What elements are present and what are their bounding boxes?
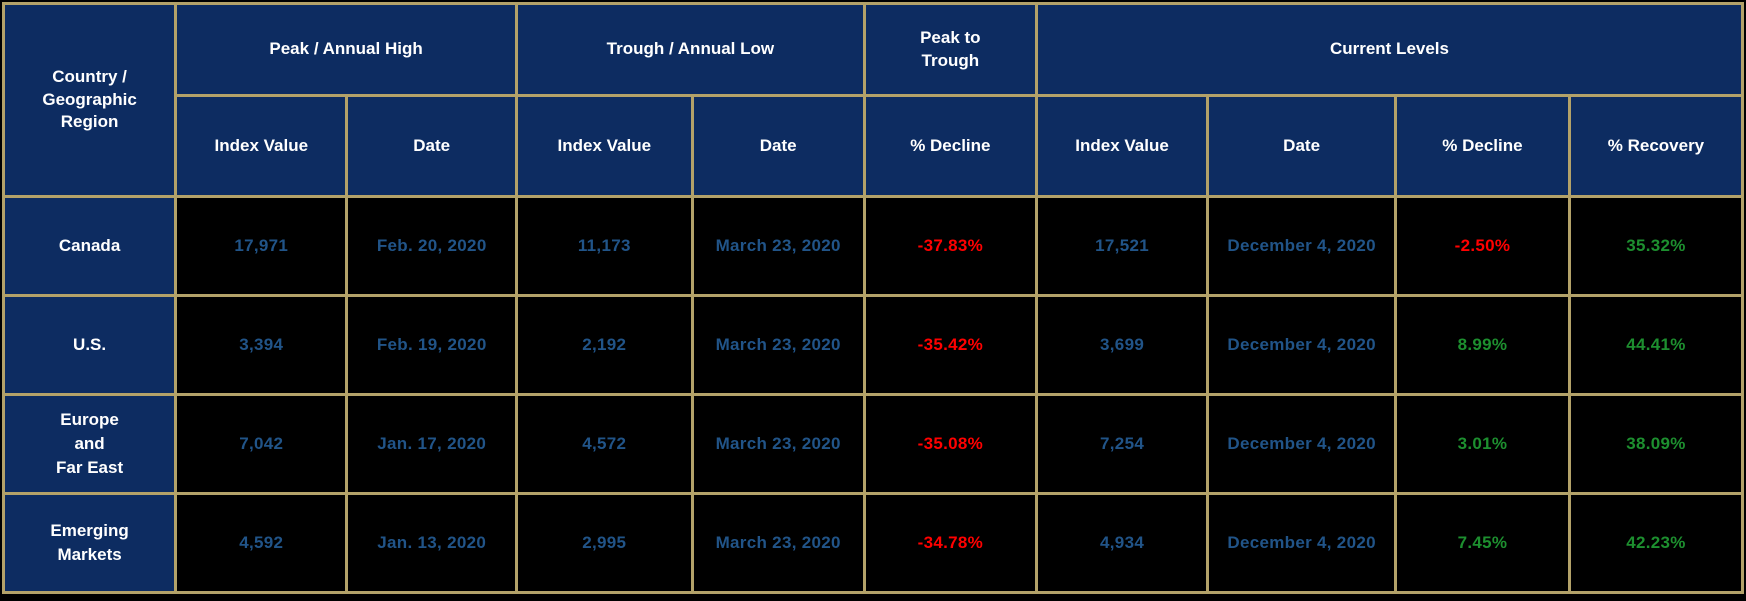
cell-peak-to-trough-decline: -37.83% (862, 195, 1038, 297)
region-label: Canada (1, 195, 178, 297)
cell-trough-index: 2,192 (514, 294, 694, 396)
subheader-peak-date: Date (345, 94, 518, 198)
cell-current-index: 4,934 (1034, 492, 1210, 594)
cell-trough-index: 4,572 (514, 393, 694, 495)
header-sub-row: Index Value Date Index Value Date % Decl… (4, 94, 1745, 198)
cell-peak-to-trough-decline: -35.42% (862, 294, 1038, 396)
cell-current-date: December 4, 2020 (1206, 195, 1397, 297)
cell-trough-date: March 23, 2020 (690, 492, 866, 594)
cell-current-recovery: 35.32% (1567, 195, 1745, 297)
cell-current-date: December 4, 2020 (1206, 393, 1397, 495)
table-row-canada: Canada 17,971 Feb. 20, 2020 11,173 March… (1, 195, 1745, 297)
header-group-row: Country / Geographic Region Peak / Annua… (1, 2, 1745, 198)
cell-current-decline: 7.45% (1394, 492, 1571, 594)
cell-peak-date: Feb. 20, 2020 (345, 195, 518, 297)
subheader-trough-index-value: Index Value (514, 94, 694, 198)
region-label: Europe and Far East (1, 393, 178, 495)
header-country-region: Country / Geographic Region (1, 2, 178, 198)
header-group-peak-to-trough: Peak to Trough (862, 2, 1038, 97)
subheader-trough-date: Date (690, 94, 866, 198)
cell-peak-index: 3,394 (174, 294, 349, 396)
cell-trough-date: March 23, 2020 (690, 393, 866, 495)
cell-peak-index: 4,592 (174, 492, 349, 594)
cell-current-index: 3,699 (1034, 294, 1210, 396)
table-row-us: U.S. 3,394 Feb. 19, 2020 2,192 March 23,… (1, 294, 1745, 396)
subheader-peak-index-value: Index Value (174, 94, 349, 198)
cell-current-recovery: 38.09% (1567, 393, 1745, 495)
region-label: Emerging Markets (1, 492, 178, 594)
cell-current-index: 17,521 (1034, 195, 1210, 297)
header-group-current-levels: Current Levels (1034, 2, 1745, 97)
subheader-current-recovery: % Recovery (1567, 94, 1745, 198)
cell-current-recovery: 44.41% (1567, 294, 1745, 396)
subheader-current-index-value: Index Value (1034, 94, 1210, 198)
subheader-peak-to-trough-decline: % Decline (862, 94, 1038, 198)
cell-peak-to-trough-decline: -35.08% (862, 393, 1038, 495)
header-group-trough-annual-low: Trough / Annual Low (514, 2, 866, 97)
cell-current-recovery: 42.23% (1567, 492, 1745, 594)
cell-peak-date: Jan. 13, 2020 (345, 492, 518, 594)
cell-current-decline: 8.99% (1394, 294, 1571, 396)
cell-current-decline: -2.50% (1394, 195, 1571, 297)
header-group-peak-annual-high: Peak / Annual High (174, 2, 518, 97)
cell-current-date: December 4, 2020 (1206, 492, 1397, 594)
cell-trough-date: March 23, 2020 (690, 195, 866, 297)
subheader-current-date: Date (1206, 94, 1397, 198)
cell-trough-date: March 23, 2020 (690, 294, 866, 396)
subheader-current-decline: % Decline (1394, 94, 1571, 198)
table-row-europe-far-east: Europe and Far East 7,042 Jan. 17, 2020 … (1, 393, 1745, 495)
cell-peak-date: Jan. 17, 2020 (345, 393, 518, 495)
cell-peak-date: Feb. 19, 2020 (345, 294, 518, 396)
cell-peak-index: 7,042 (174, 393, 349, 495)
cell-current-index: 7,254 (1034, 393, 1210, 495)
table-row-emerging-markets: Emerging Markets 4,592 Jan. 13, 2020 2,9… (1, 492, 1745, 594)
cell-current-decline: 3.01% (1394, 393, 1571, 495)
cell-trough-index: 11,173 (514, 195, 694, 297)
cell-current-date: December 4, 2020 (1206, 294, 1397, 396)
cell-peak-index: 17,971 (174, 195, 349, 297)
region-label: U.S. (1, 294, 178, 396)
cell-peak-to-trough-decline: -34.78% (862, 492, 1038, 594)
cell-trough-index: 2,995 (514, 492, 694, 594)
